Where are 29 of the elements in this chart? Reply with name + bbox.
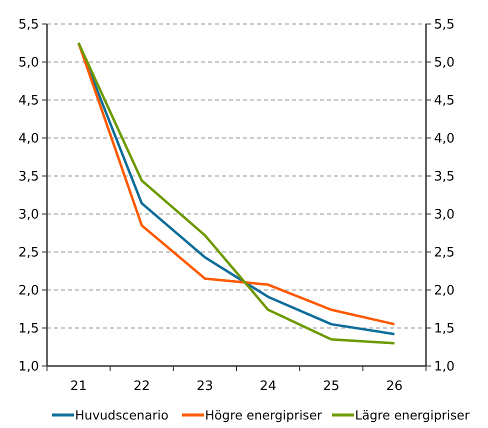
y2-tick-label: 3,0	[434, 208, 455, 223]
y-tick-label: 3,0	[18, 208, 39, 223]
y-tick-label: 1,0	[18, 360, 39, 375]
x-tick-label: 25	[322, 379, 340, 394]
y2-tick-label: 5,5	[434, 18, 455, 33]
y2-tick-label: 2,0	[434, 284, 455, 299]
y-tick-label: 5,0	[18, 56, 39, 71]
x-tick-label: 26	[386, 379, 403, 394]
y-tick-label: 5,5	[18, 18, 39, 33]
x-tick-label: 24	[260, 379, 276, 394]
x-tick-label: 22	[133, 379, 150, 394]
legend-label: Lägre energipriser	[355, 407, 470, 422]
y-tick-label: 1,5	[18, 322, 39, 337]
x-tick-label: 21	[70, 379, 87, 394]
y2-tick-label: 1,0	[434, 360, 455, 375]
y2-tick-label: 4,0	[434, 132, 455, 147]
y-tick-label: 2,0	[18, 284, 39, 299]
x-tick-label: 23	[196, 379, 214, 394]
y-tick-label: 2,5	[18, 246, 39, 261]
legend-label: Huvudscenario	[75, 407, 168, 422]
y-tick-label: 4,5	[18, 94, 39, 109]
y-tick-label: 3,5	[18, 170, 39, 185]
y2-tick-label: 1,5	[434, 322, 455, 337]
y2-tick-label: 3,5	[434, 170, 455, 185]
y2-tick-label: 5,0	[434, 56, 455, 71]
y-tick-label: 4,0	[18, 132, 39, 147]
y2-tick-label: 4,5	[434, 94, 455, 109]
legend-label: Högre energipriser	[205, 407, 323, 422]
y2-tick-label: 2,5	[434, 246, 455, 261]
